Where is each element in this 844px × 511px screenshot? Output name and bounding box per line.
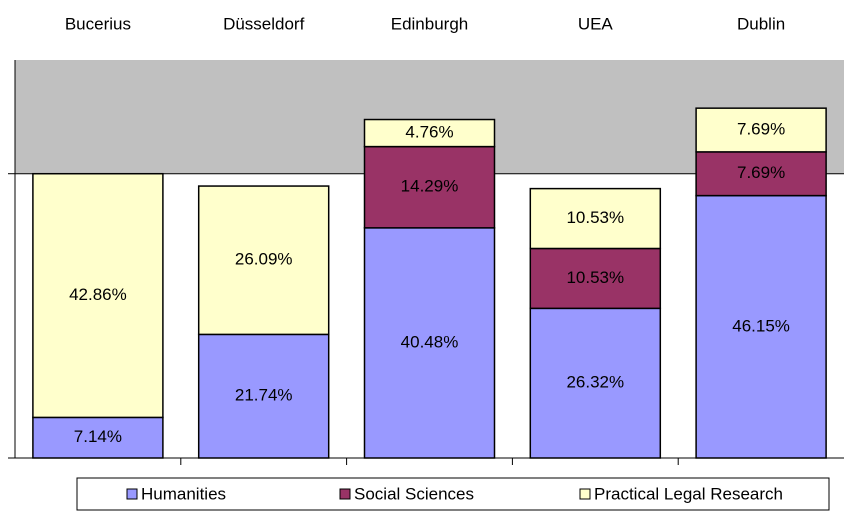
category-label: UEA [578,14,614,33]
legend-box [76,477,830,511]
value-label: 14.29% [401,177,459,196]
bar-segment [363,145,496,229]
value-label: 7.69% [737,120,785,139]
category-label: Edinburgh [391,14,469,33]
legend-swatch [579,488,591,500]
value-label: 42.86% [69,285,127,304]
value-label: 40.48% [401,332,459,351]
value-label: 46.15% [732,316,790,335]
value-label: 10.53% [566,268,624,287]
value-label: 10.53% [566,208,624,227]
category-label: Düsseldorf [223,14,305,33]
legend-label: Practical Legal Research [594,484,783,503]
legend-swatch [339,488,351,500]
bar-segment [695,151,827,197]
value-label: 21.74% [235,386,293,405]
value-label: 7.14% [74,427,122,446]
legend-label: Humanities [141,484,226,503]
bar-segment [197,185,330,336]
value-label: 26.09% [235,250,293,269]
bar-segment [529,187,662,250]
legend-swatch [126,488,138,500]
bar-segment [529,307,662,459]
bar-segment [695,194,827,459]
value-label: 26.32% [566,373,624,392]
bar-segment [363,118,496,148]
bar-segment [32,416,164,459]
value-label: 7.69% [737,163,785,182]
value-label: 4.76% [405,123,453,142]
bar-segment [363,227,496,459]
bar-segment [695,107,827,153]
category-label: Dublin [737,14,785,33]
bar-segment [32,172,164,419]
category-label: Bucerius [65,14,131,33]
legend-label: Social Sciences [354,484,474,503]
